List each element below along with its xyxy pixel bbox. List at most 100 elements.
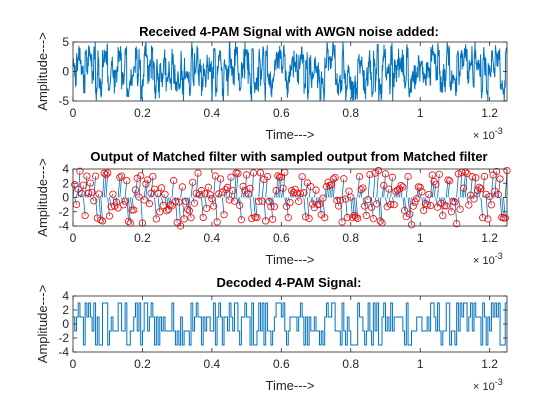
series-layer — [72, 40, 508, 102]
sample-point — [315, 200, 324, 208]
sample-point — [354, 214, 362, 222]
sample-point — [171, 197, 180, 205]
sample-point — [78, 189, 86, 198]
sample-point — [425, 190, 433, 199]
sample-point — [468, 173, 476, 181]
sample-point — [435, 170, 443, 178]
sample-point — [302, 213, 310, 221]
sample-point — [267, 203, 275, 211]
sample-point — [373, 200, 381, 208]
sample-point — [341, 195, 350, 203]
sample-point — [213, 218, 221, 226]
sample-point — [223, 183, 232, 191]
sample-point — [279, 184, 287, 192]
sample-point — [95, 190, 103, 198]
sample-point — [387, 200, 395, 208]
sample-point — [427, 201, 435, 210]
sample-point — [407, 221, 416, 229]
sample-point — [156, 208, 164, 216]
sample-point — [124, 217, 133, 225]
sample-point — [175, 198, 183, 206]
x-tick-label: 0 — [70, 106, 77, 120]
sample-point — [88, 188, 96, 196]
x-exponent-base: × 10 — [473, 130, 495, 142]
sample-point — [91, 172, 100, 180]
y-tick-label: -5 — [58, 94, 69, 108]
sample-point — [454, 170, 462, 178]
sample-point — [420, 206, 428, 215]
received-signal-line — [72, 40, 508, 102]
sample-point — [394, 186, 402, 194]
ticks-layer: 0 0.2 0.4 0.6 0.8 1 1.2-505 — [58, 35, 507, 120]
sample-point — [71, 181, 79, 189]
sample-point — [246, 184, 254, 192]
sample-point — [388, 173, 397, 181]
sample-point — [196, 191, 204, 199]
sample-point — [116, 173, 124, 182]
sample-point — [215, 190, 223, 198]
sample-point — [298, 173, 306, 181]
sample-point — [432, 180, 440, 188]
sample-point — [385, 185, 393, 193]
sample-point — [248, 214, 256, 223]
sample-point — [479, 214, 487, 222]
x-axis-label: Time---> — [266, 252, 315, 267]
y-tick-label: -4 — [58, 345, 69, 359]
sample-point — [86, 179, 94, 187]
sample-point — [355, 172, 364, 181]
sample-point — [225, 196, 233, 204]
x-exponent-label: × 10-3 — [473, 377, 503, 393]
sample-point — [409, 202, 417, 210]
sample-point — [100, 169, 108, 177]
sample-point — [262, 217, 270, 225]
sample-point — [97, 216, 105, 224]
x-tick-label: 1.2 — [481, 231, 498, 245]
sample-point — [308, 200, 317, 208]
panel-title: Output of Matched filter with sampled ou… — [90, 149, 487, 164]
sample-point — [456, 205, 464, 213]
sample-point — [111, 202, 119, 210]
sample-point — [291, 185, 299, 193]
sample-point — [274, 172, 282, 180]
y-tick-label: 0 — [62, 317, 69, 331]
sample-point — [321, 214, 329, 222]
sample-point — [428, 171, 436, 179]
sample-point — [102, 170, 110, 179]
x-tick-label: 0.4 — [204, 106, 221, 120]
sample-point — [98, 217, 107, 225]
sample-point — [144, 176, 152, 184]
x-tick-label: 0.2 — [134, 357, 151, 371]
sample-point — [484, 215, 492, 223]
sample-point — [182, 197, 190, 205]
sample-point — [135, 193, 143, 201]
sample-point — [286, 198, 294, 207]
sample-point — [256, 169, 265, 177]
sample-point — [374, 166, 383, 175]
x-tick-label: 0.8 — [342, 106, 359, 120]
sample-point — [494, 190, 502, 199]
sample-point — [338, 218, 346, 226]
y-axis-label: Amplitude---> — [35, 32, 50, 110]
sample-point — [130, 206, 138, 214]
sample-point — [347, 193, 355, 201]
panel-title: Received 4-PAM Signal with AWGN noise ad… — [139, 24, 439, 39]
sample-point — [362, 211, 370, 220]
sample-point — [107, 203, 115, 211]
sample-point — [79, 181, 88, 189]
x-exponent-base: × 10 — [473, 255, 495, 267]
sample-point — [203, 204, 211, 212]
y-tick-label: 0 — [62, 191, 69, 205]
sample-point — [109, 190, 117, 198]
sample-point — [208, 195, 216, 203]
sample-point — [243, 171, 251, 179]
sample-point — [348, 214, 357, 222]
sample-point — [397, 181, 405, 190]
sample-point — [421, 200, 430, 208]
sample-point — [380, 181, 388, 190]
x-tick-label: 0.2 — [134, 106, 151, 120]
sample-point — [119, 201, 127, 209]
sample-point — [293, 189, 301, 197]
x-axis-label: Time---> — [266, 127, 315, 142]
